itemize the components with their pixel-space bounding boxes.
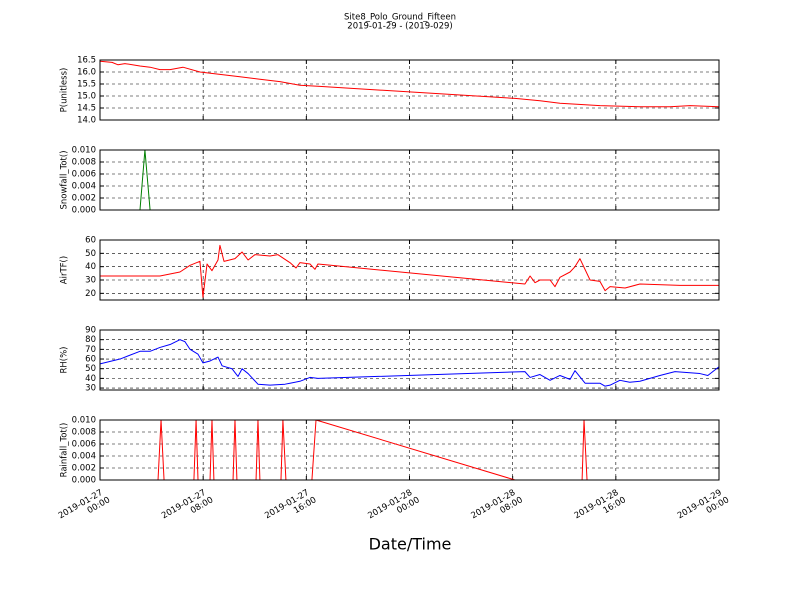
y-tick-label: 0.000 — [72, 476, 96, 486]
y-tick-label: 60 — [85, 355, 96, 365]
y-tick-label: 0.004 — [72, 452, 96, 462]
y-tick-label: 20 — [85, 289, 96, 299]
y-tick-label: 0.006 — [72, 170, 96, 180]
plot-frame — [99, 149, 720, 211]
plot-frame — [99, 239, 720, 301]
y-axis-label: AirTF() — [60, 256, 70, 284]
y-tick-label: 90 — [85, 326, 96, 336]
y-tick-label: 60 — [85, 236, 96, 246]
y-axis-label: Snowfall_Tot() — [60, 150, 70, 209]
data-line — [100, 244, 719, 298]
y-tick-label: 30 — [85, 384, 96, 394]
y-axis-label: RH(%) — [60, 346, 70, 373]
x-axis-label: Date/Time — [369, 535, 452, 554]
y-tick-label: 70 — [85, 345, 96, 355]
y-tick-label: 0.000 — [72, 206, 96, 216]
y-tick-label: 0.008 — [72, 158, 96, 168]
y-tick-label: 15.0 — [77, 92, 96, 102]
y-tick-label: 0.002 — [72, 464, 96, 474]
y-tick-label: 0.010 — [72, 146, 96, 156]
data-line — [99, 339, 720, 387]
y-tick-label: 16.5 — [77, 56, 96, 66]
y-tick-label: 80 — [85, 335, 96, 345]
y-axis-label: P(unitless) — [60, 68, 70, 113]
y-tick-label: 50 — [85, 249, 96, 259]
y-tick-label: 0.008 — [72, 428, 96, 438]
y-tick-label: 0.006 — [72, 440, 96, 450]
y-tick-label: 30 — [85, 276, 96, 286]
y-tick-label: 40 — [85, 374, 96, 384]
y-axis-label: Rainfall_Tot() — [60, 423, 70, 478]
y-tick-label: 0.002 — [72, 194, 96, 204]
plot-frame — [99, 329, 720, 391]
chart-title: Site8_Polo_Ground_Fifteen — [344, 13, 456, 23]
plot-frame — [99, 59, 720, 121]
chart-subtitle: 2019-01-29 - (2019-029) — [347, 22, 452, 32]
y-tick-label: 50 — [85, 364, 96, 374]
plot-frame — [99, 419, 720, 481]
y-tick-label: 40 — [85, 262, 96, 272]
y-tick-label: 16.0 — [77, 68, 96, 78]
data-line — [99, 60, 720, 108]
y-tick-label: 0.004 — [72, 182, 96, 192]
y-tick-label: 15.5 — [77, 80, 96, 90]
y-tick-label: 14.0 — [77, 116, 96, 126]
y-tick-label: 14.5 — [77, 104, 96, 114]
y-tick-label: 0.010 — [72, 416, 96, 426]
